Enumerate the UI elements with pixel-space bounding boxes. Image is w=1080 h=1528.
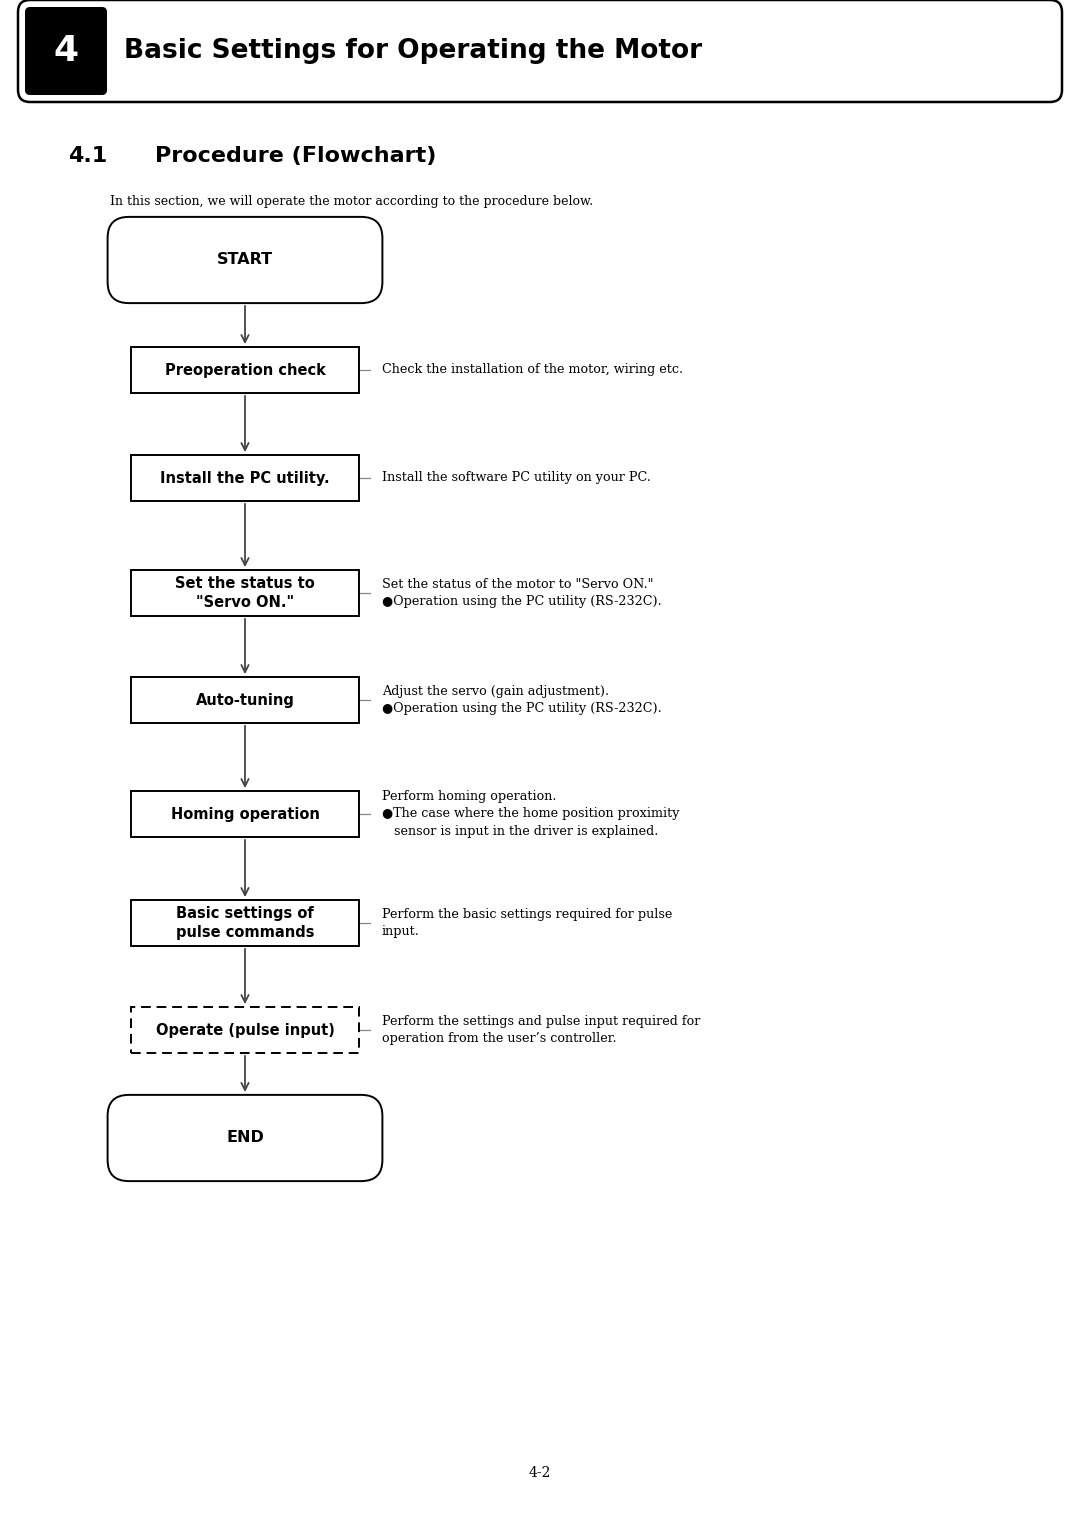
Text: In this section, we will operate the motor according to the procedure below.: In this section, we will operate the mot… [110,196,593,208]
Text: ●Operation using the PC utility (RS-232C).: ●Operation using the PC utility (RS-232C… [382,703,662,715]
Text: ●The case where the home position proximity: ●The case where the home position proxim… [382,807,679,821]
Text: Homing operation: Homing operation [171,807,320,822]
Text: input.: input. [382,926,420,938]
FancyBboxPatch shape [25,8,107,95]
Text: Perform homing operation.: Perform homing operation. [382,790,556,804]
FancyBboxPatch shape [131,347,359,393]
FancyBboxPatch shape [18,0,1062,102]
Text: Check the installation of the motor, wiring etc.: Check the installation of the motor, wir… [382,364,684,376]
Text: Basic Settings for Operating the Motor: Basic Settings for Operating the Motor [124,38,702,64]
FancyBboxPatch shape [131,900,359,946]
FancyBboxPatch shape [108,217,382,303]
Text: 4.1: 4.1 [68,147,107,167]
FancyBboxPatch shape [131,1007,359,1053]
Text: START: START [217,252,273,267]
FancyBboxPatch shape [108,1096,382,1181]
Text: ●Operation using the PC utility (RS-232C).: ●Operation using the PC utility (RS-232C… [382,596,662,608]
FancyBboxPatch shape [131,455,359,501]
Text: 4: 4 [53,34,79,69]
Text: Auto-tuning: Auto-tuning [195,692,295,707]
Text: Perform the settings and pulse input required for: Perform the settings and pulse input req… [382,1015,700,1028]
Text: sensor is input in the driver is explained.: sensor is input in the driver is explain… [382,825,659,837]
Text: Install the PC utility.: Install the PC utility. [160,471,329,486]
FancyBboxPatch shape [131,570,359,616]
Text: END: END [226,1131,264,1146]
Text: Adjust the servo (gain adjustment).: Adjust the servo (gain adjustment). [382,685,609,698]
Text: Install the software PC utility on your PC.: Install the software PC utility on your … [382,472,651,484]
Text: operation from the user’s controller.: operation from the user’s controller. [382,1033,617,1045]
Text: 4-2: 4-2 [529,1465,551,1481]
Text: Perform the basic settings required for pulse: Perform the basic settings required for … [382,908,673,921]
FancyBboxPatch shape [131,677,359,723]
FancyBboxPatch shape [131,792,359,837]
Text: Procedure (Flowchart): Procedure (Flowchart) [156,147,436,167]
Text: Basic settings of
pulse commands: Basic settings of pulse commands [176,906,314,940]
Text: Set the status to
"Servo ON.": Set the status to "Servo ON." [175,576,315,610]
Text: Set the status of the motor to "Servo ON.": Set the status of the motor to "Servo ON… [382,578,653,591]
Text: Operate (pulse input): Operate (pulse input) [156,1022,335,1038]
Text: Preoperation check: Preoperation check [164,362,325,377]
